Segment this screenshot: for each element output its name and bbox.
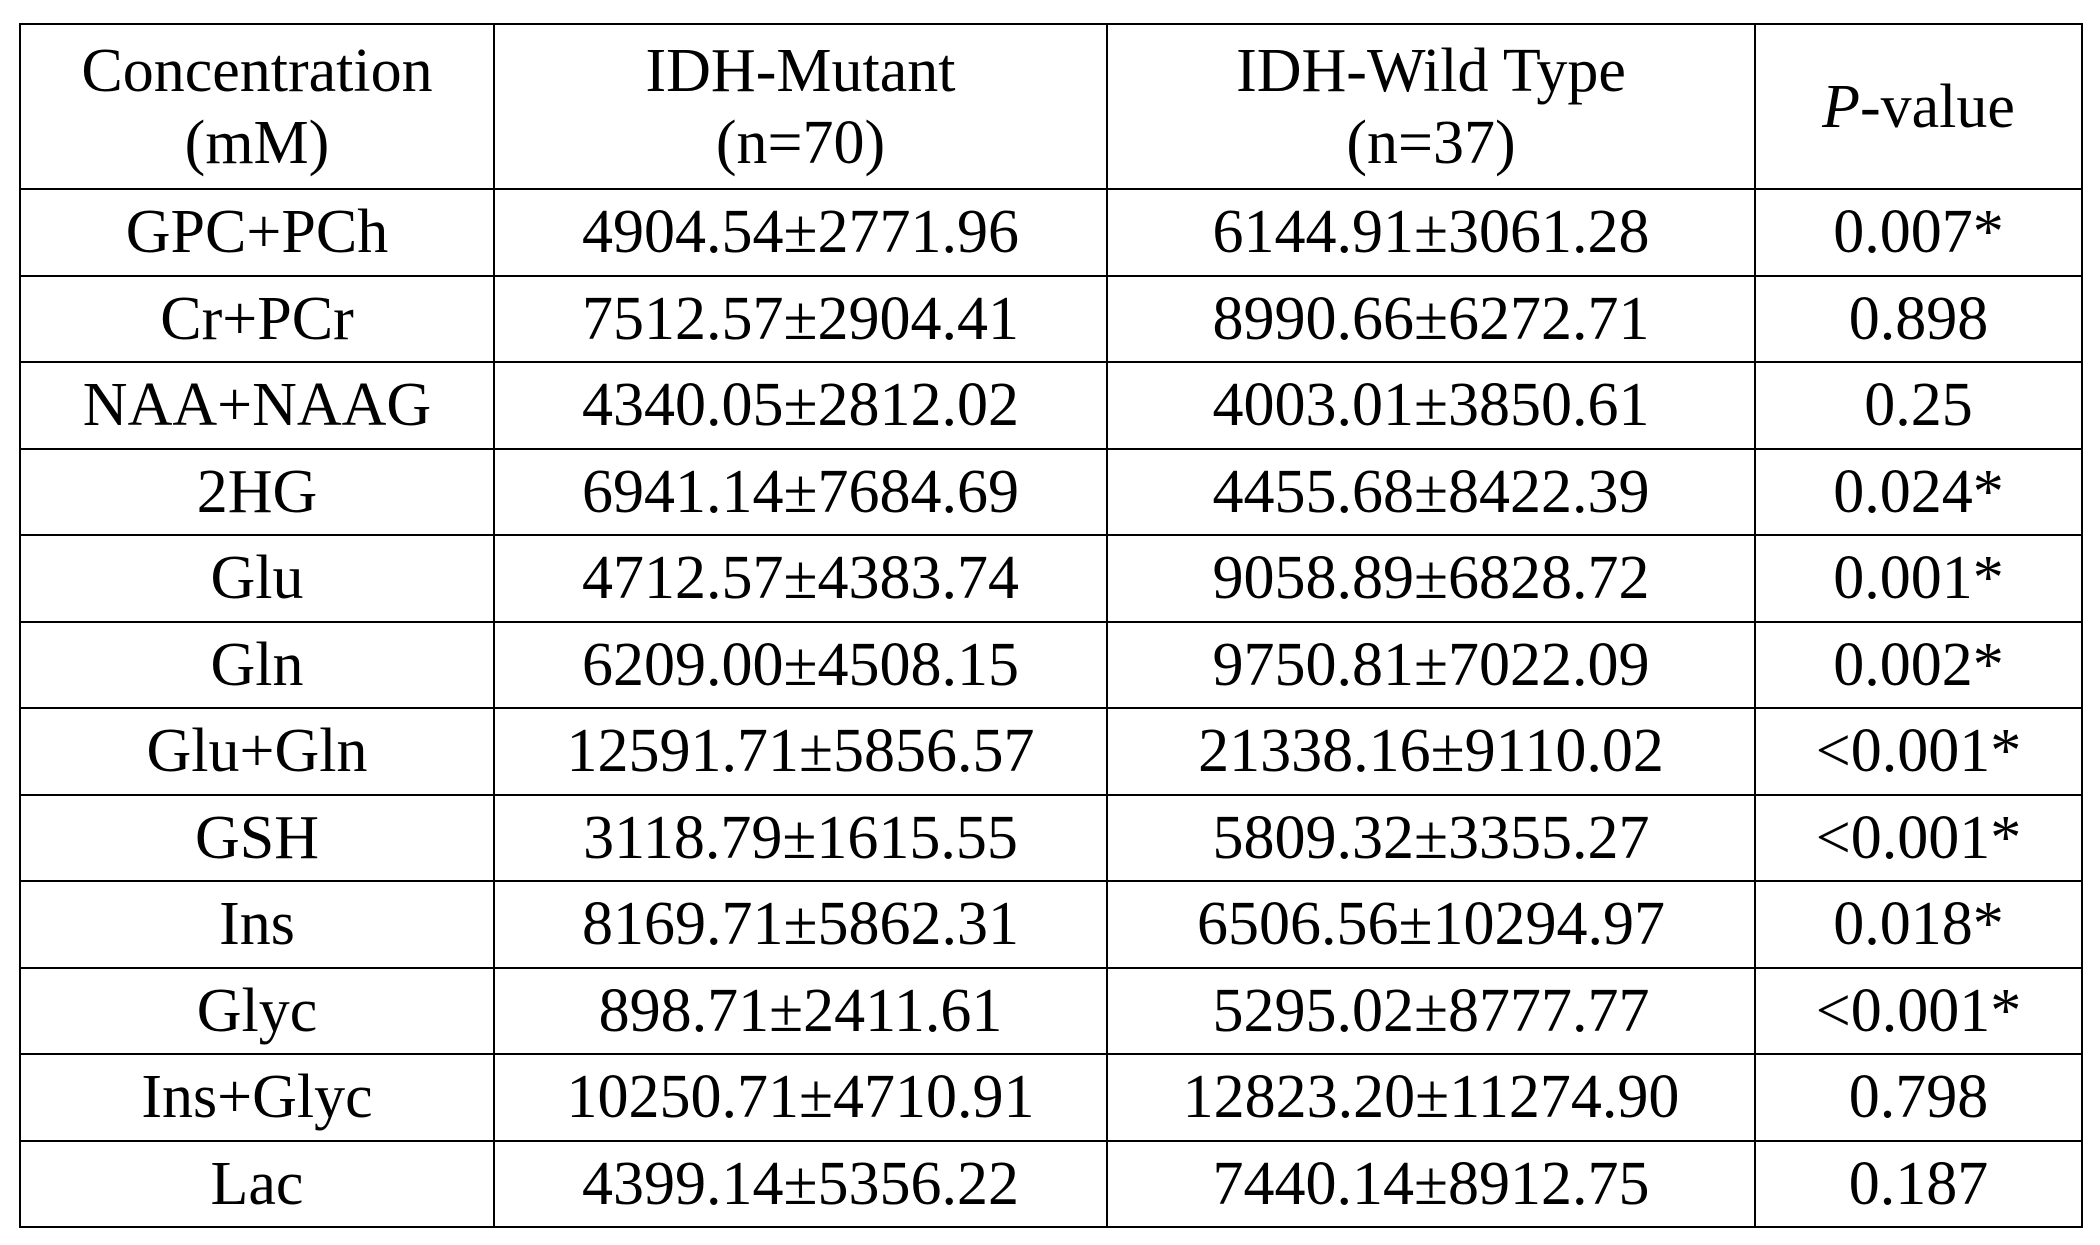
table-cell: 6941.14±7684.69 (493, 447, 1108, 536)
table-row: Lac 4399.14±5356.22 7440.14±8912.75 0.187 (19, 1139, 2083, 1228)
header-row: Concentration (mM) IDH-Mutant (n=70) IDH-W… (19, 23, 2083, 190)
table-cell: Lac (19, 1139, 495, 1228)
data-table: Concentration (mM) IDH-Mutant (n=70) IDH-W… (19, 23, 2083, 1228)
table-row: Glu 4712.57±4383.74 9058.89±6828.72 0.001* (19, 534, 2083, 623)
table-row: NAA+NAAG 4340.05±2812.02 4003.01±3850.61 0.… (19, 361, 2083, 450)
table-cell: 10250.71±4710.91 (493, 1053, 1108, 1142)
header-text: IDH-Wild Type (1236, 36, 1626, 105)
header-text: (n=70) (715, 108, 886, 177)
table-cell: 12591.71±5856.57 (493, 707, 1108, 796)
table-row: Ins 8169.71±5862.31 6506.56±10294.97 0.018* (19, 880, 2083, 969)
table-cell: 4003.01±3850.61 (1106, 361, 1756, 450)
table-cell: 7512.57±2904.41 (493, 274, 1108, 363)
table-cell: Cr+PCr (19, 274, 495, 363)
table-cell: GSH (19, 793, 495, 882)
table-row: GSH 3118.79±1615.55 5809.32±3355.27 <0.001* (19, 793, 2083, 882)
table-cell: 0.25 (1754, 361, 2083, 450)
table-cell: 5295.02±8777.77 (1106, 966, 1756, 1055)
table-cell: 0.018* (1754, 880, 2083, 969)
table-cell: 9750.81±7022.09 (1106, 620, 1756, 709)
table-cell: 4455.68±8422.39 (1106, 447, 1756, 536)
table-cell: Glu+Gln (19, 707, 495, 796)
table-cell: Ins (19, 880, 495, 969)
table-cell: 8990.66±6272.71 (1106, 274, 1756, 363)
table-cell: NAA+NAAG (19, 361, 495, 450)
table-cell: 12823.20±11274.90 (1106, 1053, 1756, 1142)
table-cell: Gln (19, 620, 495, 709)
table-cell: 4904.54±2771.96 (493, 188, 1108, 277)
table-row: GPC+PCh 4904.54±2771.96 6144.91±3061.28 0.0… (19, 188, 2083, 277)
table-cell: 4712.57±4383.74 (493, 534, 1108, 623)
header-text: (n=37) (1346, 108, 1516, 177)
header-text: -value (1859, 72, 2015, 141)
table-row: Ins+Glyc 10250.71±4710.91 12823.20±11274.9… (19, 1053, 2083, 1142)
table-row: Gln 6209.00±4508.15 9750.81±7022.09 0.002* (19, 620, 2083, 709)
table-cell: 0.898 (1754, 274, 2083, 363)
header-text: (mM) (184, 108, 330, 177)
table-cell: 6144.91±3061.28 (1106, 188, 1756, 277)
table-cell: 4340.05±2812.02 (493, 361, 1108, 450)
table-cell: GPC+PCh (19, 188, 495, 277)
header-cell: IDH-Wild Type (n=37) (1106, 23, 1756, 190)
table-cell: 898.71±2411.61 (493, 966, 1108, 1055)
table-cell: 3118.79±1615.55 (493, 793, 1108, 882)
table-cell: 0.798 (1754, 1053, 2083, 1142)
header-cell: P-value (1754, 23, 2083, 190)
table-body: GPC+PCh 4904.54±2771.96 6144.91±3061.28 0.0… (19, 188, 2083, 1228)
header-text: P (1822, 72, 1860, 141)
table-cell: 21338.16±9110.02 (1106, 707, 1756, 796)
table-cell: 6209.00±4508.15 (493, 620, 1108, 709)
table-row: Glu+Gln 12591.71±5856.57 21338.16±9110.02 <… (19, 707, 2083, 796)
table-cell: 5809.32±3355.27 (1106, 793, 1756, 882)
table-cell: Ins+Glyc (19, 1053, 495, 1142)
table-cell: 8169.71±5862.31 (493, 880, 1108, 969)
table-cell: 0.007* (1754, 188, 2083, 277)
table-cell: <0.001* (1754, 793, 2083, 882)
header-cell: IDH-Mutant (n=70) (493, 23, 1108, 190)
table-row: 2HG 6941.14±7684.69 4455.68±8422.39 0.024* (19, 447, 2083, 536)
table-cell: 9058.89±6828.72 (1106, 534, 1756, 623)
table-cell: Glyc (19, 966, 495, 1055)
table-cell: 6506.56±10294.97 (1106, 880, 1756, 969)
header-text: Concentration (81, 36, 433, 105)
table-row: Cr+PCr 7512.57±2904.41 8990.66±6272.71 0.89… (19, 274, 2083, 363)
table-cell: Glu (19, 534, 495, 623)
table-cell: 0.024* (1754, 447, 2083, 536)
table-cell: 4399.14±5356.22 (493, 1139, 1108, 1228)
table-cell: 0.187 (1754, 1139, 2083, 1228)
table-row: Glyc 898.71±2411.61 5295.02±8777.77 <0.001* (19, 966, 2083, 1055)
table-cell: <0.001* (1754, 707, 2083, 796)
table-cell: 7440.14±8912.75 (1106, 1139, 1756, 1228)
table-cell: 2HG (19, 447, 495, 536)
header-cell: Concentration (mM) (19, 23, 495, 190)
table-cell: 0.002* (1754, 620, 2083, 709)
table-cell: <0.001* (1754, 966, 2083, 1055)
table-cell: 0.001* (1754, 534, 2083, 623)
header-text: IDH-Mutant (645, 36, 956, 105)
